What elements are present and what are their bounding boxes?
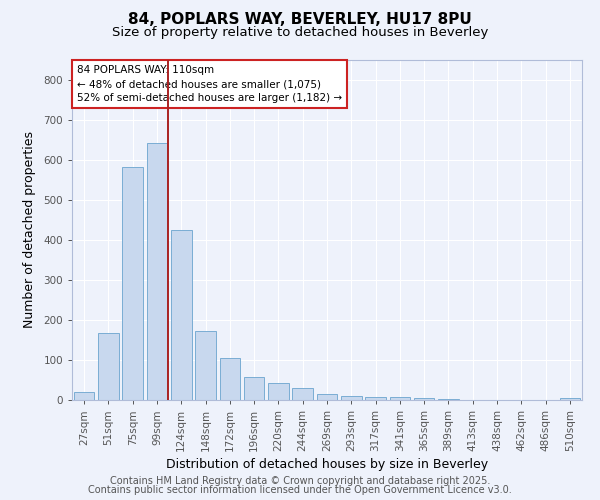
Text: Contains HM Land Registry data © Crown copyright and database right 2025.: Contains HM Land Registry data © Crown c… bbox=[110, 476, 490, 486]
Text: 84, POPLARS WAY, BEVERLEY, HU17 8PU: 84, POPLARS WAY, BEVERLEY, HU17 8PU bbox=[128, 12, 472, 28]
Bar bbox=[438, 399, 459, 400]
Bar bbox=[389, 397, 410, 400]
Text: Size of property relative to detached houses in Beverley: Size of property relative to detached ho… bbox=[112, 26, 488, 39]
Bar bbox=[122, 167, 143, 400]
Bar bbox=[317, 394, 337, 400]
X-axis label: Distribution of detached houses by size in Beverley: Distribution of detached houses by size … bbox=[166, 458, 488, 471]
Bar bbox=[414, 398, 434, 400]
Bar bbox=[74, 392, 94, 400]
Bar bbox=[98, 333, 119, 400]
Bar bbox=[220, 358, 240, 400]
Bar bbox=[268, 383, 289, 400]
Bar bbox=[560, 398, 580, 400]
Bar bbox=[195, 331, 216, 400]
Bar bbox=[146, 143, 167, 400]
Bar bbox=[341, 396, 362, 400]
Bar bbox=[292, 388, 313, 400]
Bar bbox=[365, 397, 386, 400]
Text: 84 POPLARS WAY: 110sqm
← 48% of detached houses are smaller (1,075)
52% of semi-: 84 POPLARS WAY: 110sqm ← 48% of detached… bbox=[77, 65, 342, 103]
Y-axis label: Number of detached properties: Number of detached properties bbox=[23, 132, 37, 328]
Bar bbox=[171, 230, 191, 400]
Text: Contains public sector information licensed under the Open Government Licence v3: Contains public sector information licen… bbox=[88, 485, 512, 495]
Bar bbox=[244, 377, 265, 400]
